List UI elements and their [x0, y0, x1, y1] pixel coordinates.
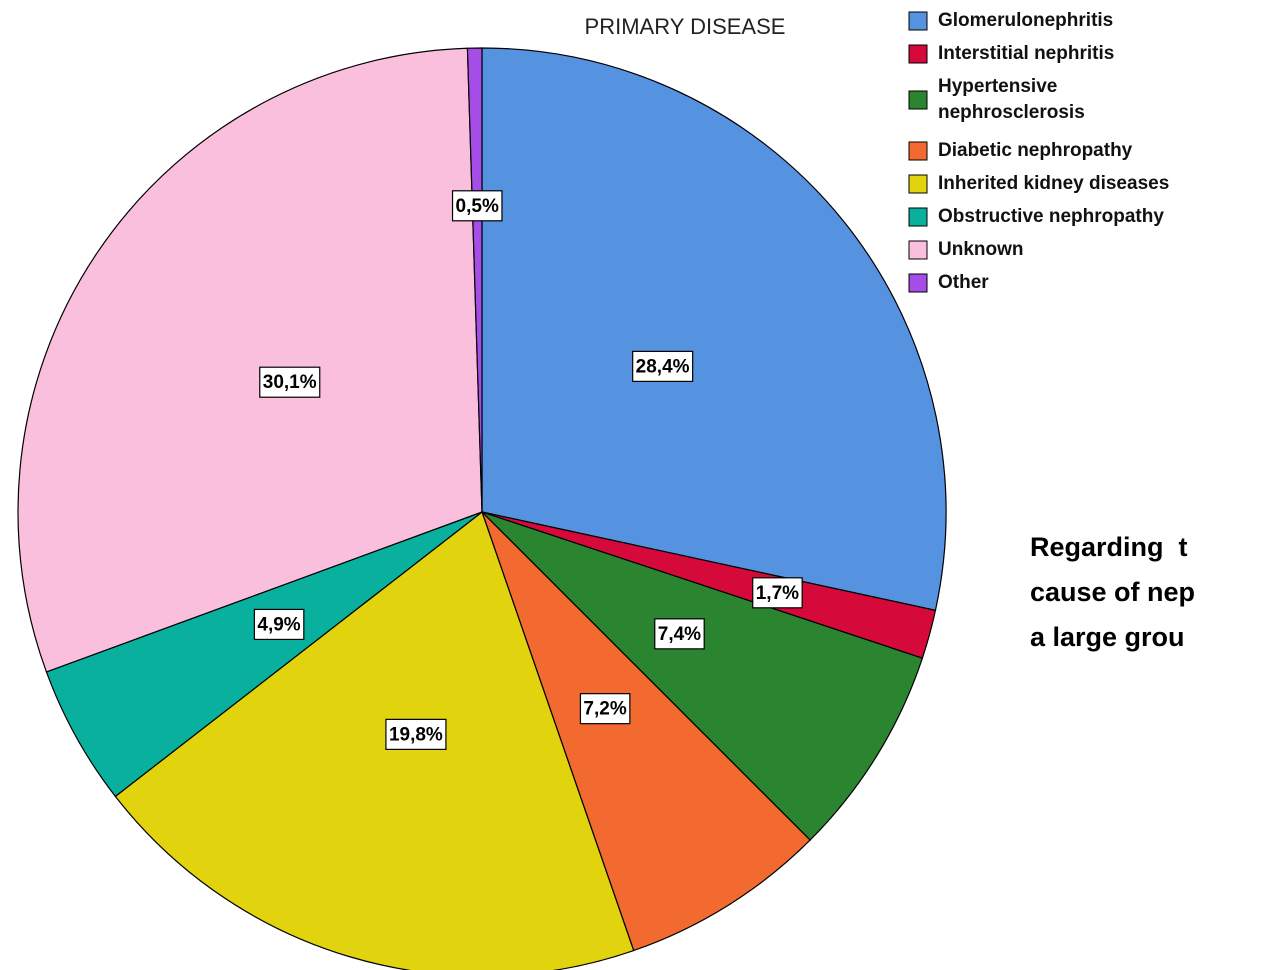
annotation-line: a large grou — [1030, 622, 1185, 652]
legend-label: Hypertensive nephrosclerosis — [938, 76, 1085, 123]
data-label-text: 0,5% — [456, 196, 499, 217]
pie-slice — [114, 511, 635, 970]
data-label: 28,4% — [632, 350, 694, 382]
data-label-text: 1,7% — [756, 583, 799, 604]
pie-slice — [466, 47, 483, 513]
data-label: 4,9% — [253, 608, 305, 641]
data-label-text: 7,2% — [583, 699, 626, 720]
data-label-text: 19,8% — [389, 724, 443, 745]
legend-swatch — [908, 90, 928, 110]
data-label: 0,5% — [451, 190, 503, 222]
legend-swatch — [908, 273, 928, 293]
data-label-text: 28,4% — [636, 356, 690, 377]
legend-swatch — [908, 11, 928, 31]
annotation-line: cause of nep — [1030, 577, 1196, 607]
data-label-box — [259, 366, 321, 398]
pie-slice — [481, 511, 811, 952]
legend-label: Glomerulonephritis — [938, 10, 1113, 31]
legend-swatch — [908, 44, 928, 64]
pie-slice — [481, 47, 947, 612]
data-label: 7,2% — [579, 693, 631, 725]
data-label-text: 4,9% — [257, 614, 300, 635]
data-label-box — [752, 577, 803, 609]
data-label-box — [253, 608, 305, 641]
legend-label: Inherited kidney diseases — [938, 173, 1169, 194]
chart-title: PRIMARY DISEASE — [585, 14, 786, 39]
legend-label: Other — [938, 272, 989, 293]
legend-swatch — [908, 141, 928, 161]
legend-label: Diabetic nephropathy — [938, 140, 1133, 161]
data-label-text: 30,1% — [263, 372, 317, 393]
pie-slice — [481, 511, 924, 841]
data-label-box — [654, 618, 705, 650]
legend-label: Obstructive nephropathy — [938, 206, 1164, 227]
annotation-line: Regarding t — [1030, 532, 1188, 562]
data-label-text: 7,4% — [658, 624, 701, 645]
data-label: 7,4% — [654, 618, 705, 650]
data-label: 19,8% — [385, 718, 447, 750]
data-label: 1,7% — [752, 577, 803, 609]
data-label: 30,1% — [259, 366, 321, 398]
legend-swatch — [908, 240, 928, 260]
legend-label: Unknown — [938, 239, 1024, 260]
legend-label: Interstitial nephritis — [938, 43, 1114, 64]
legend-swatch — [908, 174, 928, 194]
legend-swatch — [908, 207, 928, 227]
data-label-box — [632, 350, 694, 382]
data-label-box — [385, 718, 447, 750]
data-label-box — [579, 693, 631, 725]
pie-slice — [17, 47, 483, 673]
data-label-box — [451, 190, 503, 222]
